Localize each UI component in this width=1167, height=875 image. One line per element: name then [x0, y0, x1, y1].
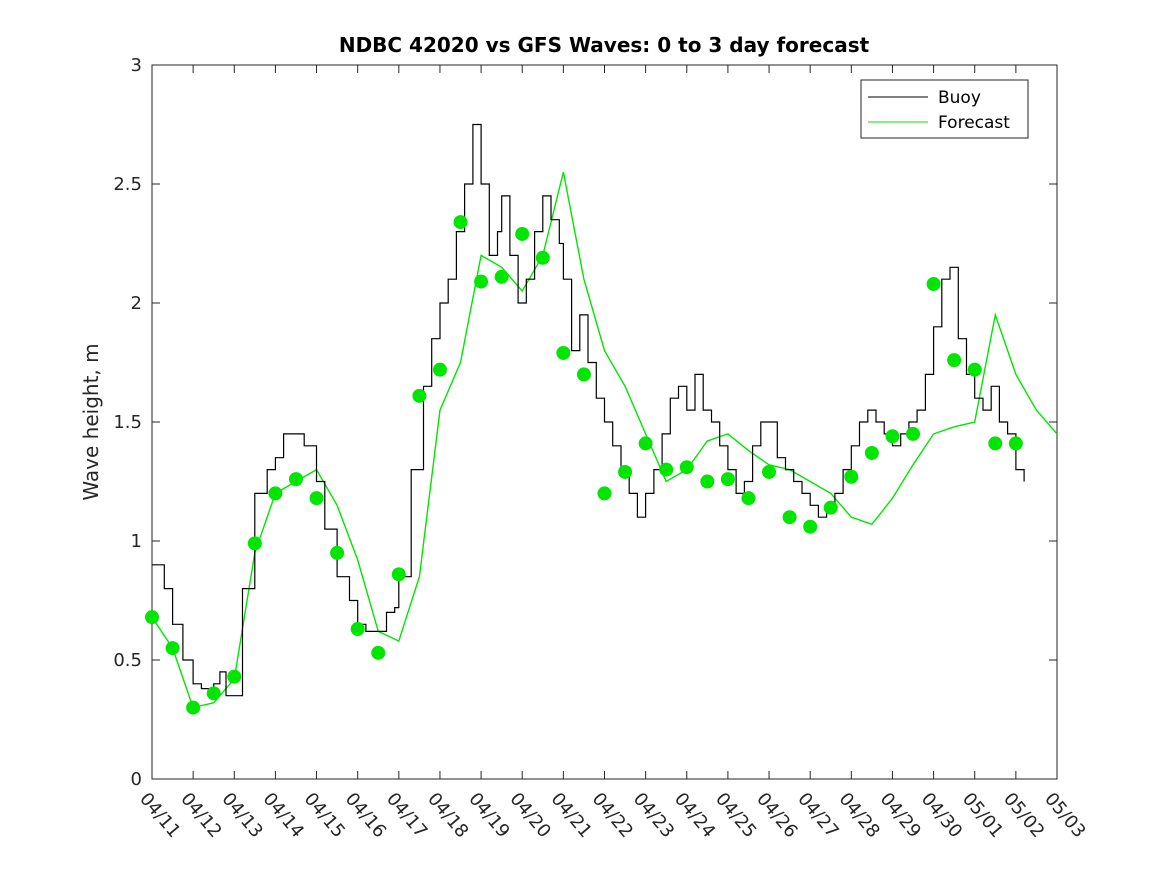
forecast-marker — [227, 669, 242, 684]
forecast-marker — [391, 567, 406, 582]
x-tick-label: 04/19 — [464, 789, 513, 842]
forecast-marker — [371, 645, 386, 660]
forecast-marker — [597, 486, 612, 501]
y-tick-label: 0.5 — [113, 650, 142, 671]
legend: Buoy Forecast — [860, 79, 1029, 139]
legend-label-forecast: Forecast — [938, 113, 1010, 133]
forecast-marker — [947, 353, 962, 368]
forecast-marker — [906, 426, 921, 441]
forecast-marker — [823, 500, 838, 515]
x-tick-label: 04/15 — [300, 789, 349, 842]
y-tick-label: 2.5 — [113, 174, 142, 195]
forecast-marker — [762, 464, 777, 479]
y-tick-label: 1.5 — [113, 412, 142, 433]
forecast-marker — [474, 274, 489, 289]
y-axis-label: Wave height, m — [79, 343, 103, 500]
y-tick-label: 3 — [131, 55, 142, 76]
forecast-marker — [967, 362, 982, 377]
forecast-marker — [165, 641, 180, 656]
forecast-marker — [700, 474, 715, 489]
x-tick-label: 05/03 — [1040, 789, 1089, 842]
x-tick-label: 04/28 — [834, 789, 883, 842]
y-tick-label: 0 — [131, 769, 142, 790]
legend-box — [860, 79, 1029, 139]
forecast-marker — [515, 226, 530, 241]
forecast-marker — [309, 491, 324, 506]
forecast-marker — [288, 472, 303, 487]
forecast-marker — [741, 491, 756, 506]
x-tick-label: 04/27 — [793, 789, 842, 842]
forecast-marker — [720, 472, 735, 487]
marker-layer — [145, 215, 1023, 715]
forecast-marker — [782, 510, 797, 525]
forecast-marker — [206, 686, 221, 701]
y-tick-label: 1 — [131, 531, 142, 552]
x-tick-label: 04/24 — [670, 789, 719, 842]
forecast-marker — [803, 519, 818, 534]
forecast-marker — [659, 462, 674, 477]
forecast-marker — [926, 276, 941, 291]
forecast-marker — [494, 269, 509, 284]
forecast-marker — [988, 436, 1003, 451]
forecast-marker — [535, 250, 550, 265]
forecast-marker — [350, 622, 365, 637]
forecast-marker — [432, 362, 447, 377]
x-tick-label: 04/16 — [341, 789, 390, 842]
forecast-marker — [679, 460, 694, 475]
x-tick-label: 04/22 — [588, 789, 637, 842]
x-tick-label: 04/14 — [259, 789, 308, 842]
x-tick-label: 05/01 — [958, 789, 1007, 842]
x-tick-label: 04/11 — [135, 789, 184, 842]
plot-area: 00.511.522.5304/1104/1204/1304/1404/1504… — [113, 55, 1089, 842]
x-tick-label: 04/12 — [176, 789, 225, 842]
x-tick-label: 04/20 — [505, 789, 554, 842]
forecast-marker — [844, 469, 859, 484]
x-tick-label: 04/23 — [629, 789, 678, 842]
forecast-line — [151, 171, 1058, 709]
x-tick-label: 04/25 — [711, 789, 760, 842]
forecast-marker — [186, 700, 201, 715]
forecast-marker — [1008, 436, 1023, 451]
forecast-marker — [556, 345, 571, 360]
forecast-marker — [453, 215, 468, 230]
x-tick-label: 05/02 — [999, 789, 1048, 842]
forecast-marker — [618, 464, 633, 479]
forecast-marker — [247, 536, 262, 551]
y-tick-label: 2 — [131, 293, 142, 314]
x-tick-label: 04/13 — [217, 789, 266, 842]
forecast-marker — [412, 388, 427, 403]
x-tick-label: 04/26 — [752, 789, 801, 842]
forecast-marker — [330, 545, 345, 560]
x-tick-label: 04/30 — [917, 789, 966, 842]
chart-title: NDBC 42020 vs GFS Waves: 0 to 3 day fore… — [339, 33, 870, 57]
x-tick-label: 04/18 — [423, 789, 472, 842]
forecast-marker — [576, 367, 591, 382]
forecast-marker — [864, 445, 879, 460]
forecast-marker — [268, 486, 283, 501]
x-tick-label: 04/21 — [547, 789, 596, 842]
forecast-marker — [885, 429, 900, 444]
forecast-marker — [145, 610, 159, 625]
x-tick-label: 04/17 — [382, 789, 431, 842]
legend-label-buoy: Buoy — [938, 88, 981, 108]
x-tick-label: 04/29 — [876, 789, 925, 842]
forecast-marker — [638, 436, 653, 451]
